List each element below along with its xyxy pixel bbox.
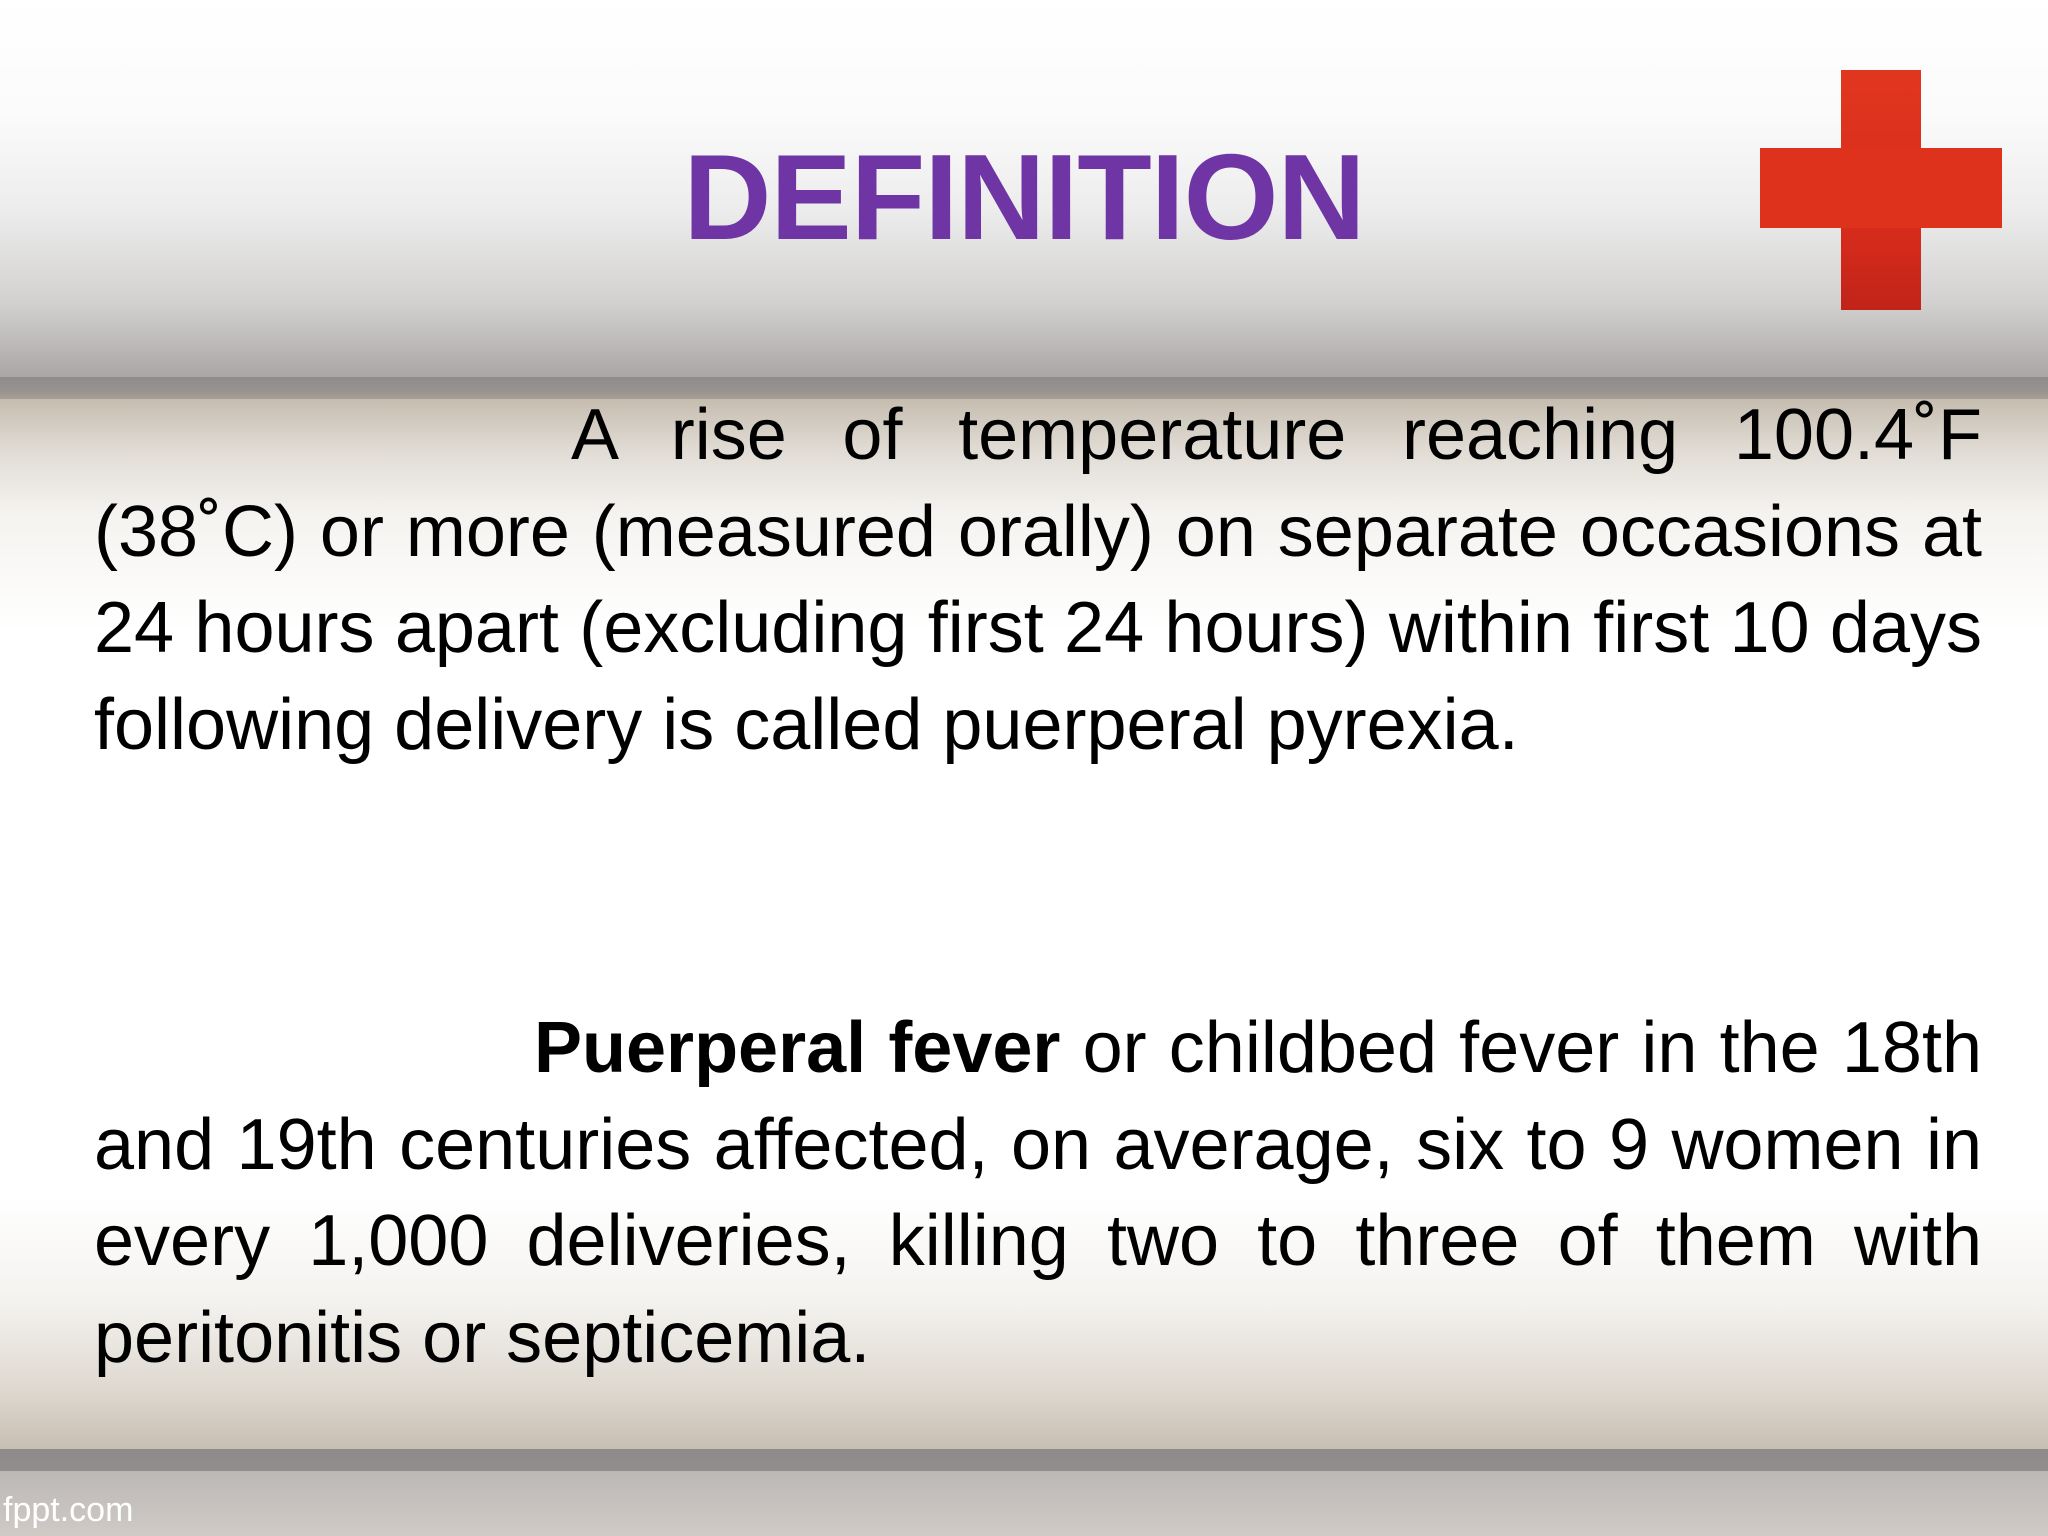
bold-term: Puerperal fever <box>534 1008 1061 1088</box>
definition-paragraph: A rise of temperature reaching 100.4˚F (… <box>94 395 1982 765</box>
history-paragraph: Puerperal fever or childbed fever in the… <box>94 1000 1982 1386</box>
cross-horizontal-arm <box>1760 148 2002 228</box>
history-text: or childbed fever in the 18th and 19th c… <box>94 1008 1982 1378</box>
footer-brand: fppt.com <box>3 1491 134 1529</box>
red-cross-icon <box>1760 70 2002 310</box>
footer-band <box>0 1471 2048 1536</box>
header-band <box>0 0 2048 378</box>
slide-title: DEFINITION <box>683 129 1365 265</box>
footer-divider <box>0 1449 2048 1471</box>
header-divider <box>0 377 2048 399</box>
content-area <box>0 399 2048 1449</box>
